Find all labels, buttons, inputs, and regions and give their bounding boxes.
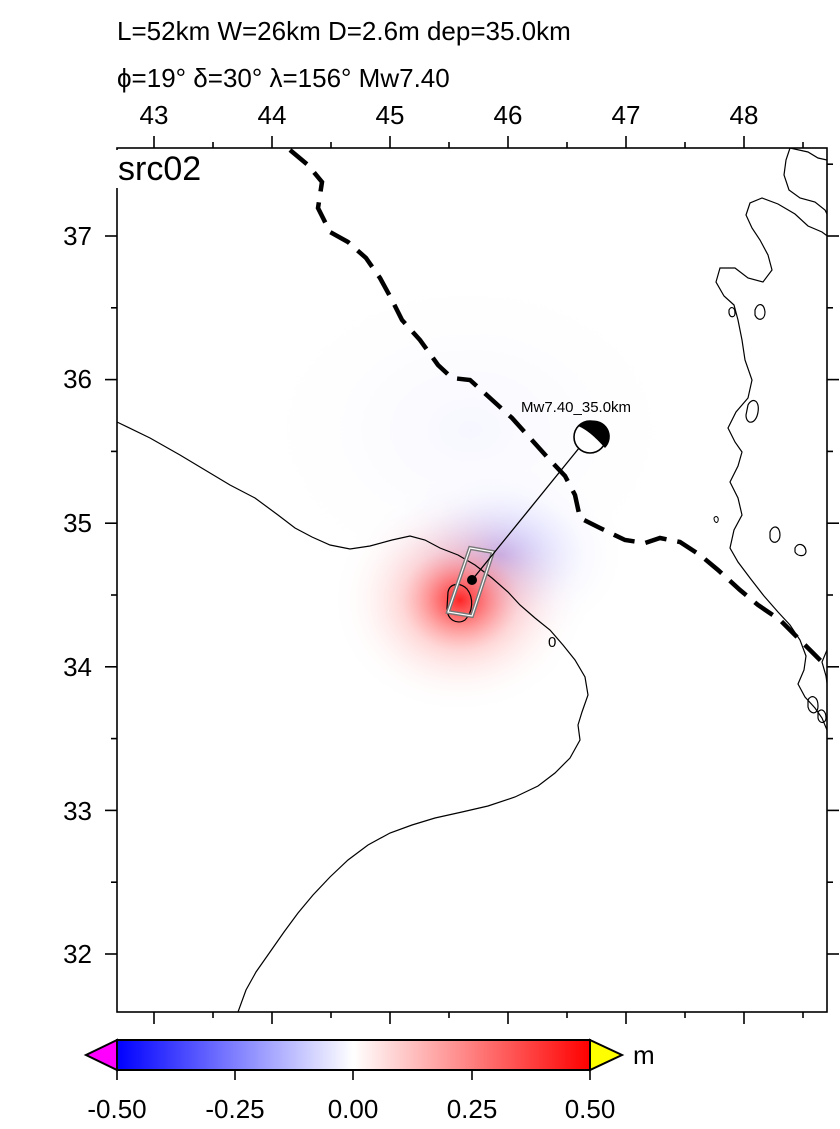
- lat-axis-labels: 37 36 35 34 33 32: [63, 221, 92, 969]
- coastline-east-3: [821, 649, 827, 688]
- colorbar-tick-label: 0.50: [565, 1094, 616, 1124]
- uplift-field: [325, 480, 595, 720]
- fault-plane-inner: [447, 547, 494, 617]
- lon-axis-labels: 43 44 45 46 47 48: [140, 100, 759, 130]
- colorbar-tick-label: 0.25: [447, 1094, 498, 1124]
- axis-ticks: [105, 136, 839, 1024]
- island-6: [713, 516, 719, 523]
- epicenter-dot: [467, 575, 477, 585]
- lat-tick-label: 34: [63, 652, 92, 682]
- lon-tick-label: 48: [730, 100, 759, 130]
- parameter-title-line1: L=52km W=26km D=2.6m dep=35.0km: [117, 16, 571, 46]
- colorbar-gradient: [116, 1039, 591, 1071]
- island-1: [754, 304, 766, 320]
- parameter-title-line2: ϕ=19° δ=30° λ=156° Mw7.40: [117, 63, 450, 93]
- coastline-southwest: [117, 421, 589, 1012]
- map-frame: [116, 147, 828, 1013]
- lon-tick-label: 46: [494, 100, 523, 130]
- colorbar-under-triangle: [83, 1038, 118, 1072]
- colorbar-tick-label: -0.25: [205, 1094, 264, 1124]
- mechanism-label: Mw7.40_35.0km: [521, 399, 631, 416]
- panel-label: src02: [118, 150, 201, 188]
- colorbar-ticks: [116, 1070, 591, 1080]
- lat-tick-label: 35: [63, 508, 92, 538]
- contour-label: 0: [548, 634, 556, 651]
- lat-tick-label: 36: [63, 364, 92, 394]
- lon-tick-label: 43: [140, 100, 169, 130]
- plate-boundary: [288, 148, 827, 670]
- island-3: [769, 526, 781, 543]
- island-5: [728, 307, 736, 318]
- colorbar-tick-label: -0.50: [87, 1094, 146, 1124]
- lat-tick-label: 37: [63, 221, 92, 251]
- lat-tick-label: 32: [63, 939, 92, 969]
- map-content: [117, 148, 827, 1012]
- island-8: [817, 709, 827, 724]
- lon-tick-label: 45: [376, 100, 405, 130]
- lon-tick-label: 47: [612, 100, 641, 130]
- island-2: [745, 399, 759, 423]
- colorbar-tick-label: 0.00: [328, 1094, 379, 1124]
- panel-label-box: [108, 150, 220, 188]
- island-4: [794, 543, 807, 557]
- mechanism-leader-line: [471, 436, 589, 581]
- coastline-east-2: [715, 197, 827, 731]
- lat-tick-label: 33: [63, 796, 92, 826]
- colorbar-over-triangle: [589, 1038, 625, 1072]
- colorbar-unit: m: [633, 1040, 655, 1070]
- focal-mechanism: [573, 420, 610, 454]
- lon-tick-label: 44: [258, 100, 287, 130]
- colorbar: m -0.50 -0.25 0.00 0.25 0.50: [83, 1038, 655, 1124]
- island-7: [807, 696, 819, 714]
- coastline-east-1: [783, 148, 827, 216]
